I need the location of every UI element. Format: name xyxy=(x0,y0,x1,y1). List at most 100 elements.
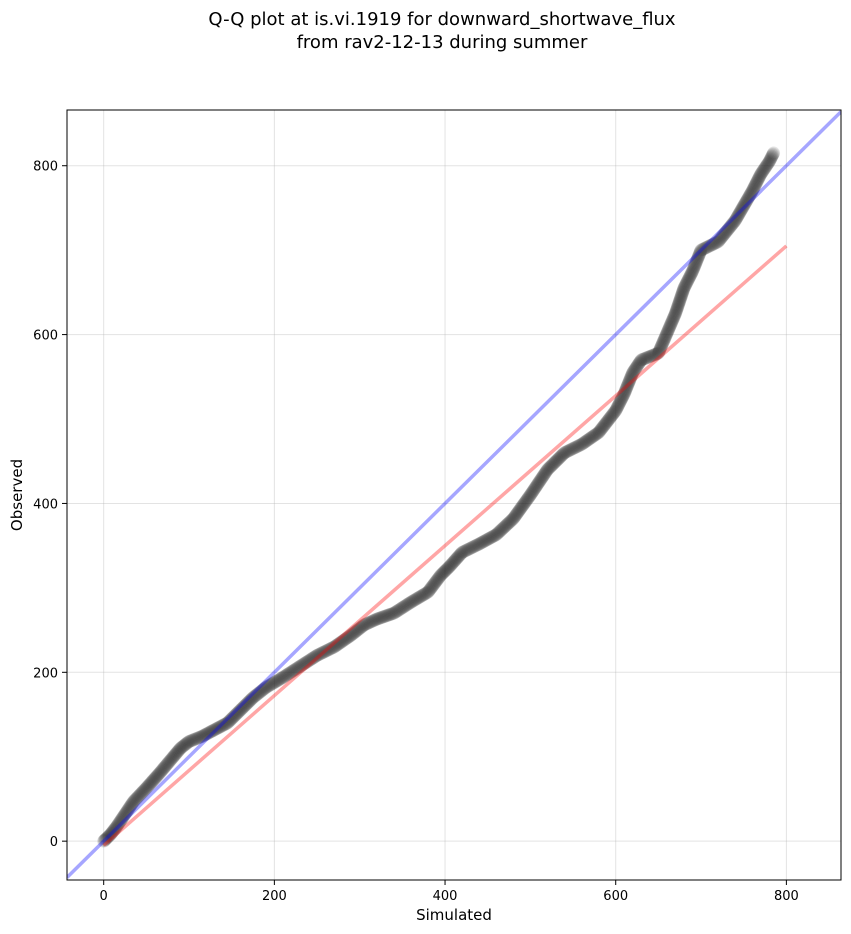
quantile-point xyxy=(307,650,321,664)
quantile-point xyxy=(194,730,208,744)
quantile-point xyxy=(339,631,353,645)
quantile-point xyxy=(624,370,638,384)
quantile-point xyxy=(291,661,305,675)
quantile-point xyxy=(653,343,667,357)
quantile-point xyxy=(227,710,241,724)
quantile-point xyxy=(762,155,776,169)
quantile-point xyxy=(677,282,691,296)
quantile-point xyxy=(472,537,486,551)
quantile-point xyxy=(687,261,701,275)
quantile-point xyxy=(671,299,685,313)
quantile-point xyxy=(685,265,699,279)
quantile-point xyxy=(621,377,635,391)
quantile-point xyxy=(139,781,153,795)
quantile-point xyxy=(452,549,466,563)
quantile-point xyxy=(276,670,290,684)
quantile-point xyxy=(719,225,733,239)
quantile-point xyxy=(664,318,678,331)
quantile-point xyxy=(499,518,513,532)
quantile-point xyxy=(134,787,148,801)
quantile-point xyxy=(604,409,618,423)
quantile-point xyxy=(651,346,665,360)
quantile-point xyxy=(721,223,735,237)
quantile-point xyxy=(617,388,631,402)
quantile-point xyxy=(308,650,322,664)
quantile-point xyxy=(187,732,201,746)
quantile-point xyxy=(427,578,441,592)
quantile-point xyxy=(762,155,776,168)
quantile-point xyxy=(609,403,623,417)
quantile-point xyxy=(329,639,343,653)
quantile-point xyxy=(498,520,512,534)
quantile-point xyxy=(619,383,633,397)
quantile-point xyxy=(421,585,435,599)
quantile-point xyxy=(471,538,485,551)
quantile-point xyxy=(527,482,541,496)
quantile-point xyxy=(748,178,762,192)
quantile-point xyxy=(332,637,346,651)
quantile-point xyxy=(336,634,350,648)
quantile-point xyxy=(750,175,764,189)
quantile-point xyxy=(135,785,149,799)
quantile-point xyxy=(622,374,636,388)
quantile-point xyxy=(351,623,365,637)
quantile-point xyxy=(356,619,370,633)
quantile-point xyxy=(155,763,169,777)
quantile-point xyxy=(323,642,337,656)
quantile-point xyxy=(649,347,663,361)
quantile-point xyxy=(743,188,757,202)
quantile-point xyxy=(713,233,727,247)
quantile-point xyxy=(106,824,120,838)
quantile-point xyxy=(388,606,402,620)
quantile-point xyxy=(710,235,724,249)
quantile-point xyxy=(104,827,118,841)
x-tick-label: 200 xyxy=(262,889,287,904)
quantile-point xyxy=(623,372,637,386)
quantile-point xyxy=(746,183,760,197)
quantile-point xyxy=(207,723,221,737)
quantile-point xyxy=(747,181,761,195)
quantile-point xyxy=(111,817,125,831)
quantile-point xyxy=(293,659,307,673)
quantile-point xyxy=(704,238,718,252)
quantile-point xyxy=(109,821,123,835)
quantile-point xyxy=(395,601,409,615)
quantile-point xyxy=(117,809,131,823)
quantile-point xyxy=(375,610,389,624)
quantile-point xyxy=(564,443,578,457)
quantile-point xyxy=(135,786,149,800)
quantile-point xyxy=(125,796,139,810)
quantile-point xyxy=(531,476,545,490)
quantile-point xyxy=(99,832,113,846)
quantile-point xyxy=(222,714,236,728)
quantile-point xyxy=(447,555,461,569)
quantile-point xyxy=(575,437,589,451)
quantile-point xyxy=(467,540,481,554)
quantile-point xyxy=(248,689,262,703)
quantile-point xyxy=(667,310,681,324)
quantile-point xyxy=(667,311,681,325)
quantile-point xyxy=(431,572,445,586)
quantile-point xyxy=(289,662,303,676)
quantile-point xyxy=(361,616,375,630)
quantile-point xyxy=(494,524,508,538)
quantile-point xyxy=(581,433,595,447)
quantile-point xyxy=(596,420,610,434)
quantile-point xyxy=(363,615,377,629)
quantile-point xyxy=(652,344,666,358)
quantile-point xyxy=(131,790,145,804)
quantile-point xyxy=(759,159,773,173)
quantile-point xyxy=(595,421,609,435)
quantile-point xyxy=(739,195,753,209)
quantile-point xyxy=(100,831,114,845)
quantile-point xyxy=(129,792,143,806)
quantile-point xyxy=(614,394,628,408)
quantile-point xyxy=(571,439,585,453)
quantile-point xyxy=(385,607,399,621)
quantile-point xyxy=(320,644,334,658)
quantile-point xyxy=(281,667,295,681)
quantile-point xyxy=(338,632,352,646)
quantile-point xyxy=(101,830,115,844)
quantile-point xyxy=(672,297,686,311)
quantile-point xyxy=(402,597,416,611)
